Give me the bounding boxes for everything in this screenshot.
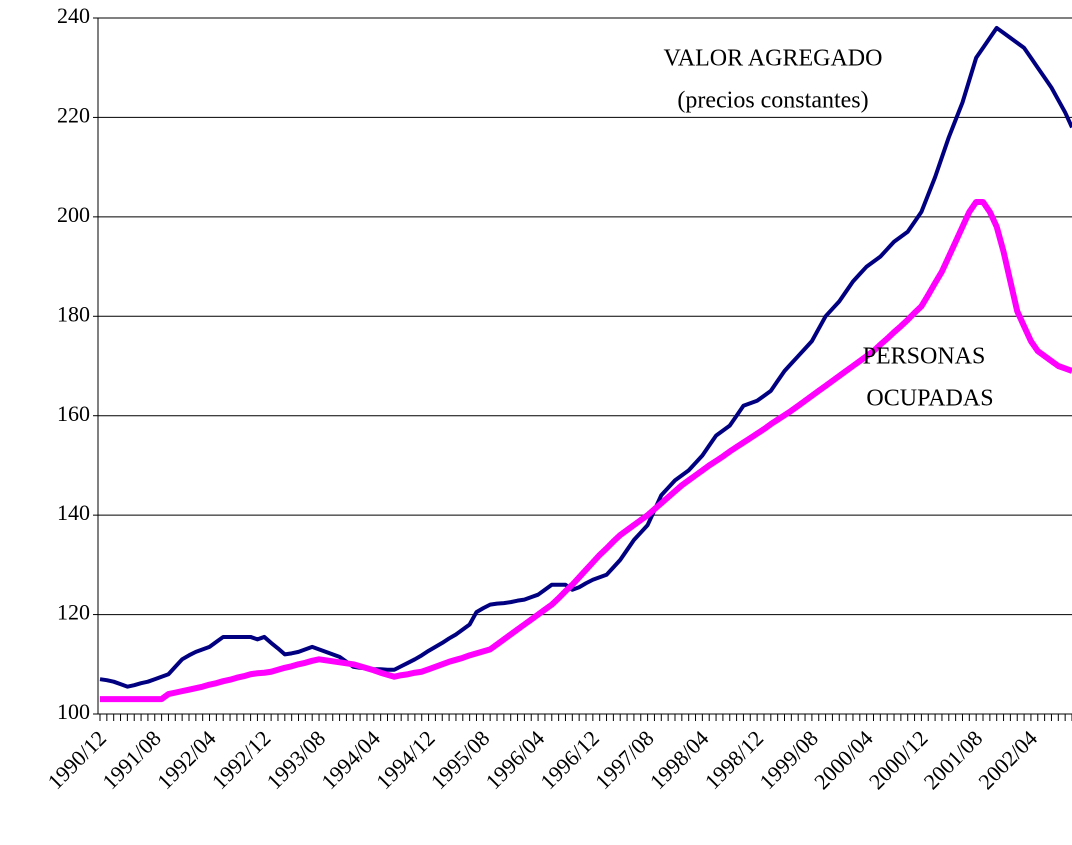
x-tick-label: 1997/08 <box>590 725 659 794</box>
y-tick-label: 180 <box>57 301 90 326</box>
x-tick-label: 1999/08 <box>754 725 823 794</box>
annotation: (precios constantes) <box>677 88 868 114</box>
x-tick-label: 1992/12 <box>207 725 276 794</box>
annotation: PERSONAS <box>863 344 986 370</box>
x-tick-label: 1996/12 <box>535 725 604 794</box>
y-tick-label: 160 <box>57 401 90 426</box>
x-tick-label: 1993/08 <box>261 725 330 794</box>
x-tick-label: 2002/04 <box>973 725 1042 794</box>
x-tick-label: 1995/08 <box>426 725 495 794</box>
y-tick-label: 120 <box>57 600 90 625</box>
y-tick-label: 240 <box>57 3 90 28</box>
x-tick-label: 1996/04 <box>481 725 550 794</box>
x-tick-label: 1992/04 <box>152 725 221 794</box>
x-tick-label: 1991/08 <box>97 725 166 794</box>
y-tick-label: 220 <box>57 102 90 127</box>
line-series <box>99 25 1072 689</box>
line-series <box>100 198 1072 703</box>
x-tick-label: 1994/04 <box>316 725 385 794</box>
y-tick-label: 100 <box>57 699 90 724</box>
y-tick-label: 200 <box>57 202 90 227</box>
x-tick-label: 1990/12 <box>42 725 111 794</box>
x-tick-label: 2001/08 <box>919 725 988 794</box>
x-tick-label: 1994/12 <box>371 725 440 794</box>
x-tick-label: 2000/12 <box>864 725 933 794</box>
x-tick-label: 2000/04 <box>809 725 878 794</box>
y-tick-label: 140 <box>57 500 90 525</box>
annotation: OCUPADAS <box>866 386 993 412</box>
x-tick-label: 1998/12 <box>700 725 769 794</box>
x-tick-label: 1998/04 <box>645 725 714 794</box>
annotation: VALOR AGREGADO <box>664 46 883 72</box>
